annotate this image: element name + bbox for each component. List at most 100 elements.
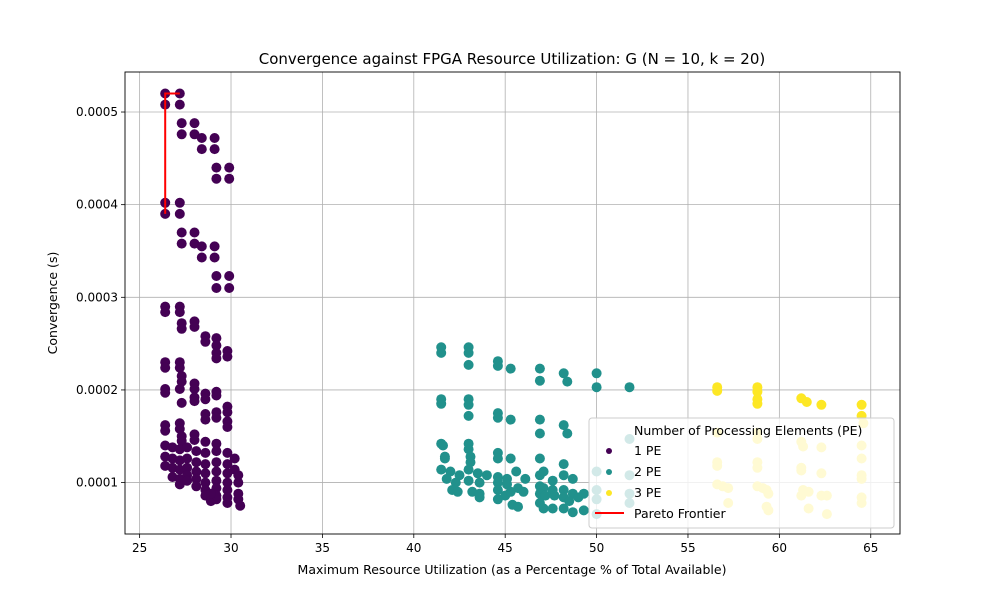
data-point-2-pe (502, 479, 512, 490)
data-point-2-pe (562, 428, 573, 439)
data-point-1-pe (222, 459, 233, 470)
legend-title: Number of Processing Elements (PE) (634, 423, 862, 438)
data-point-2-pe (534, 414, 545, 425)
data-point-2-pe (436, 398, 447, 409)
x-tick-label: 55 (680, 541, 695, 555)
legend-marker-1pe (606, 448, 612, 454)
x-tick-label: 45 (498, 541, 513, 555)
data-point-1-pe (211, 475, 222, 486)
data-point-2-pe (445, 466, 456, 477)
data-point-2-pe (492, 360, 503, 371)
axis-ticks: 25 30 35 40 45 50 55 60 65 0.0001 0.0002 0.0003 0.00… (76, 105, 878, 555)
data-point-1-pe (191, 481, 202, 492)
data-point-1-pe (222, 422, 233, 432)
data-point-2-pe (520, 473, 531, 484)
data-point-1-pe (211, 438, 222, 449)
data-point-1-pe (174, 197, 185, 208)
data-point-1-pe (224, 283, 235, 293)
data-point-1-pe (209, 241, 220, 252)
data-point-1-pe (211, 173, 222, 184)
data-point-2-pe (547, 475, 558, 486)
data-point-2-pe (481, 470, 492, 481)
legend: Number of Processing Elements (PE) 1 PE … (588, 417, 895, 529)
legend-box (588, 417, 895, 529)
data-point-1-pe (176, 227, 187, 238)
data-point-2-pe (534, 363, 545, 374)
data-point-2-pe (567, 473, 578, 484)
y-tick-label: 0.0002 (76, 383, 118, 397)
data-point-2-pe (463, 410, 474, 421)
data-point-1-pe (222, 477, 233, 488)
data-point-2-pe (463, 399, 474, 410)
data-point-2-pe (492, 453, 503, 464)
data-point-1-pe (176, 129, 187, 140)
data-point-2-pe (441, 473, 452, 484)
data-point-3-pe (752, 386, 763, 397)
data-point-1-pe (211, 466, 222, 477)
y-tick-label: 0.0003 (76, 290, 118, 304)
y-axis-label: Convergence (s) (45, 252, 60, 355)
data-point-3-pe (752, 398, 763, 409)
legend-marker-3pe (606, 490, 612, 496)
data-point-1-pe (222, 485, 233, 495)
data-point-1-pe (211, 283, 222, 293)
data-point-1-pe (174, 384, 185, 394)
data-point-2-pe (436, 347, 447, 358)
data-point-2-pe (513, 501, 523, 512)
data-point-2-pe (558, 368, 569, 379)
data-point-1-pe (191, 473, 202, 484)
data-point-1-pe (200, 477, 211, 488)
data-point-2-pe (439, 453, 450, 464)
data-point-2-pe (540, 490, 551, 501)
data-point-2-pe (463, 464, 474, 475)
x-tick-label: 25 (132, 541, 147, 555)
data-point-1-pe (229, 453, 240, 464)
data-point-1-pe (189, 396, 200, 407)
data-point-1-pe (196, 144, 207, 155)
data-point-2-pe (474, 477, 485, 488)
data-point-1-pe (222, 447, 233, 458)
y-tick-label: 0.0001 (76, 476, 118, 490)
data-point-2-pe (578, 505, 589, 516)
data-point-2-pe (454, 470, 465, 481)
data-point-2-pe (505, 453, 516, 464)
data-point-1-pe (176, 118, 187, 129)
data-point-2-pe (558, 470, 569, 481)
x-axis-label: Maximum Resource Utilization (as a Perce… (298, 562, 727, 577)
y-tick-label: 0.0005 (76, 105, 118, 119)
data-point-1-pe (160, 307, 171, 318)
data-point-2-pe (558, 503, 569, 514)
data-point-2-pe (452, 486, 463, 497)
data-point-1-pe (196, 241, 207, 252)
data-point-1-pe (211, 340, 222, 351)
data-point-2-pe (534, 428, 545, 439)
data-point-1-pe (200, 436, 211, 447)
data-point-1-pe (160, 362, 171, 373)
data-point-1-pe (211, 162, 222, 173)
data-point-1-pe (191, 466, 202, 477)
data-point-2-pe (547, 503, 558, 514)
data-point-1-pe (222, 351, 233, 362)
x-tick-label: 60 (772, 541, 787, 555)
data-point-2-pe (534, 453, 545, 464)
data-point-2-pe (511, 466, 522, 477)
data-point-2-pe (518, 486, 529, 497)
data-point-1-pe (224, 271, 235, 281)
data-point-2-pe (573, 492, 584, 503)
data-point-1-pe (176, 238, 187, 249)
pareto-frontier (164, 92, 180, 214)
data-point-2-pe (463, 347, 474, 358)
data-point-2-pe (567, 507, 578, 518)
data-point-1-pe (209, 133, 220, 143)
data-point-2-pe (492, 477, 503, 488)
legend-label-pareto: Pareto Frontier (634, 506, 726, 521)
data-point-1-pe (209, 144, 220, 155)
data-point-1-pe (211, 446, 222, 457)
plot-area-frame (124, 71, 901, 535)
data-point-1-pe (211, 353, 222, 364)
data-point-2-pe (505, 486, 516, 497)
x-tick-label: 65 (863, 541, 878, 555)
x-tick-label: 50 (589, 541, 604, 555)
data-point-2-pe (558, 485, 569, 495)
